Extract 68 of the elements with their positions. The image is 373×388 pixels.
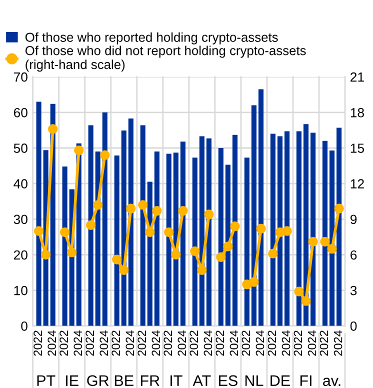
y-tick-label: 60 — [14, 108, 28, 118]
y2-tick-label: 3 — [350, 286, 357, 296]
y-tick-label: 0 — [21, 321, 28, 331]
x-tick-label: 2022 — [216, 330, 224, 356]
text: NL — [245, 375, 264, 386]
point — [40, 250, 51, 260]
text: GR — [87, 375, 109, 386]
x-tick-label: 2024 — [308, 330, 316, 356]
y-tick-label: 30 — [14, 214, 28, 224]
text: BE — [114, 375, 134, 386]
x-tick-label: 2022 — [112, 330, 120, 356]
bar — [102, 112, 108, 326]
y-tick-label: 40 — [14, 179, 28, 188]
text: FR — [140, 375, 160, 386]
x-tick-label: 2022 — [242, 330, 250, 356]
x-tick-label: 2024 — [74, 330, 82, 356]
x-tick-label: 2022 — [138, 330, 146, 356]
bar — [258, 89, 264, 326]
y2-tick-label: 12 — [350, 179, 364, 188]
point — [34, 226, 44, 236]
x-tick-label: 2022 — [268, 330, 276, 356]
text: av. — [323, 378, 340, 386]
bar — [180, 142, 186, 326]
x-tick-label: 2024 — [256, 330, 264, 356]
bar — [225, 164, 230, 326]
legend-label: Of those who did not report holding crypto-assets (right-hand scale) — [25, 46, 306, 72]
x-tick-label: 2024 — [282, 330, 290, 356]
y2-tick-label: 6 — [350, 250, 357, 260]
bar — [284, 131, 290, 326]
y2-tick-label: 18 — [350, 108, 364, 118]
x-tick-label: 2024 — [334, 330, 342, 356]
y-tick-label: 10 — [14, 286, 28, 296]
y2-tick-label: 15 — [350, 144, 364, 153]
x-tick-label: 2022 — [164, 330, 172, 356]
text: ES — [219, 375, 238, 386]
bar — [232, 134, 238, 326]
text: IT — [170, 375, 182, 386]
text: PT — [37, 375, 56, 386]
x-tick-label: 2022 — [34, 330, 42, 356]
bar — [329, 150, 335, 326]
y-tick-label: 70 — [14, 72, 28, 82]
text: IE — [66, 375, 78, 386]
x-tick-label: 2022 — [294, 330, 302, 356]
x-tick-label: 2024 — [178, 330, 186, 356]
x-tick-label: 2022 — [320, 330, 328, 356]
text: FI — [300, 375, 312, 386]
x-tick-label: 2024 — [204, 330, 212, 356]
y2-tick-label: 9 — [350, 214, 357, 224]
x-tick-label: 2022 — [190, 330, 198, 356]
x-tick-label: 2024 — [230, 330, 238, 356]
legend-label: Of those who reported holding crypto-assets — [25, 32, 278, 44]
x-tick-label: 2022 — [60, 330, 68, 356]
y-tick-label: 20 — [14, 250, 28, 260]
bar — [336, 128, 342, 326]
y-tick-label: 50 — [14, 144, 28, 153]
x-tick-label: 2024 — [152, 330, 160, 356]
text: AT — [192, 375, 211, 386]
y2-tick-label: 21 — [350, 72, 364, 82]
bar — [154, 152, 160, 326]
bar — [277, 136, 283, 326]
x-tick-label: 2024 — [100, 330, 108, 356]
x-tick-label: 2024 — [48, 330, 56, 356]
bar — [128, 118, 134, 326]
bar — [251, 105, 256, 326]
y2-tick-label: 0 — [350, 321, 357, 331]
x-tick-label: 2024 — [126, 330, 134, 356]
text: DE — [270, 375, 290, 386]
x-tick-label: 2022 — [86, 330, 94, 356]
